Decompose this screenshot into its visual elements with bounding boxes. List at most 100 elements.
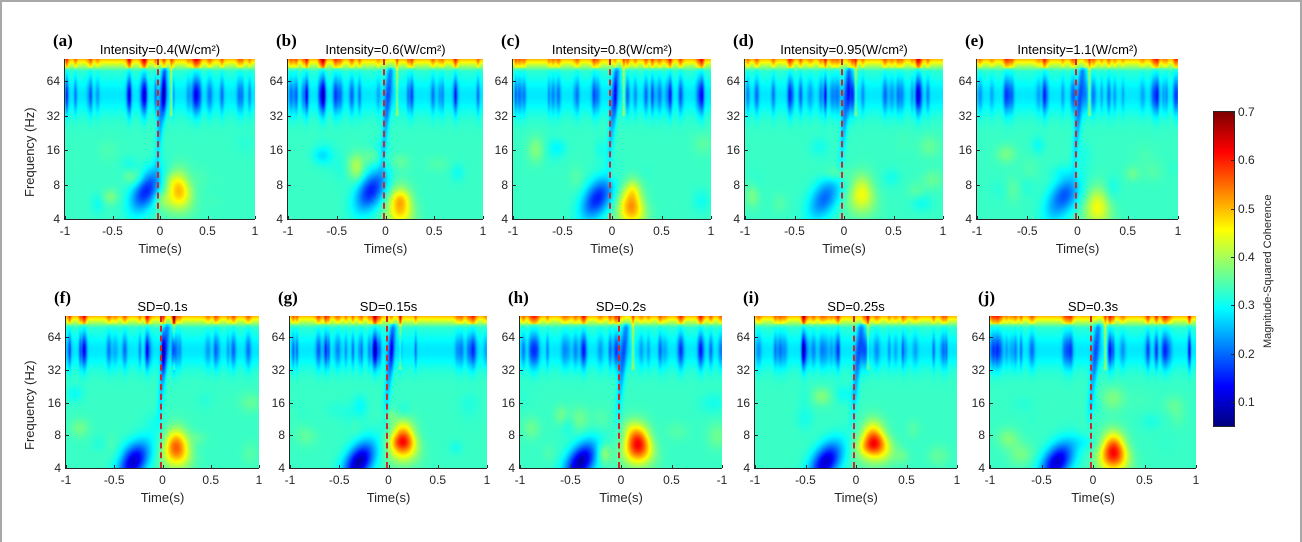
x-tick-label: 0 xyxy=(617,473,625,487)
panel-letter: (e) xyxy=(965,31,984,50)
x-tick-label: 0.5 xyxy=(1136,473,1153,487)
x-tick-label: 0.5 xyxy=(199,224,216,238)
x-axis-label: Time(s) xyxy=(599,490,643,505)
x-tick-label: 0.5 xyxy=(1119,224,1137,238)
x-tick-label: 0.5 xyxy=(885,224,902,238)
y-tick-mark xyxy=(977,115,980,117)
y-tick-label: 32 xyxy=(47,362,61,377)
y-tick-label: 16 xyxy=(726,143,740,158)
x-tick-label: -1 xyxy=(60,473,72,487)
x-tick-label: -0.5 xyxy=(1016,224,1038,238)
x-tick-label: -1 xyxy=(282,224,294,238)
x-tick-label: -0.5 xyxy=(560,473,581,487)
y-tick-mark xyxy=(65,81,68,83)
x-tick-label: 1 xyxy=(251,224,259,238)
stimulus-onset-line xyxy=(1074,59,1077,219)
x-tick-label: 0 xyxy=(385,473,392,487)
y-tick-label: 4 xyxy=(278,461,285,475)
x-tick-label: -1 xyxy=(284,473,296,487)
x-tick-label: -1 xyxy=(716,473,728,487)
y-tick-label: 8 xyxy=(965,177,972,192)
y-tick-mark xyxy=(288,184,291,186)
heatmap xyxy=(513,59,711,219)
x-tick-mark xyxy=(671,465,673,468)
x-tick-mark xyxy=(162,465,164,468)
x-tick-mark xyxy=(711,216,712,219)
panel-letter: (i) xyxy=(743,288,760,307)
x-tick-label: 0 xyxy=(1089,473,1097,487)
colorbar-tick-mark xyxy=(1231,256,1234,258)
x-tick-mark xyxy=(513,216,514,219)
y-axis-line xyxy=(754,316,755,468)
x-tick-mark xyxy=(661,216,663,219)
x-tick-mark xyxy=(114,465,116,468)
colorbar-gradient xyxy=(1214,112,1234,426)
y-tick-mark xyxy=(290,369,293,371)
x-tick-mark xyxy=(570,465,572,468)
y-tick-mark xyxy=(66,369,69,371)
x-tick-label: 0.5 xyxy=(898,473,915,487)
x-axis-label: Time(s) xyxy=(1071,490,1115,505)
y-axis-line xyxy=(64,59,65,219)
y-tick-mark xyxy=(290,468,293,469)
panel-title: Intensity=0.8(W/cm²) xyxy=(551,42,673,57)
x-tick-label: 0.5 xyxy=(425,224,443,238)
x-tick-label: 1 xyxy=(1174,224,1182,238)
y-tick-mark xyxy=(745,219,748,220)
y-axis-line xyxy=(65,316,66,468)
stimulus-onset-line xyxy=(385,316,388,468)
x-tick-mark xyxy=(745,216,746,219)
x-tick-label: -1 xyxy=(971,224,983,238)
y-axis-line xyxy=(744,59,745,219)
x-tick-label: 1 xyxy=(483,473,491,487)
colorbar xyxy=(1213,111,1235,427)
y-tick-mark xyxy=(65,150,68,152)
x-tick-mark xyxy=(1127,216,1129,219)
y-tick-mark xyxy=(520,435,523,437)
y-tick-mark xyxy=(990,337,993,339)
y-tick-label: 64 xyxy=(501,330,515,345)
heatmap xyxy=(977,59,1178,219)
y-axis-line xyxy=(287,59,288,219)
heatmap xyxy=(990,316,1196,468)
stimulus-onset-line xyxy=(382,59,385,219)
x-tick-mark xyxy=(66,465,67,468)
y-tick-label: 8 xyxy=(278,428,285,443)
x-tick-label: -0.5 xyxy=(795,473,816,487)
y-tick-mark xyxy=(288,219,291,220)
x-tick-mark xyxy=(1196,465,1197,468)
y-tick-mark xyxy=(513,150,516,152)
panel-title: SD=0.25s xyxy=(827,299,885,314)
colorbar-tick-mark xyxy=(1231,353,1234,355)
x-tick-label: 0 xyxy=(382,224,389,238)
x-axis-line xyxy=(976,219,1178,220)
x-tick-mark xyxy=(160,216,161,219)
x-tick-label: 1 xyxy=(1192,473,1200,487)
y-tick-label: 8 xyxy=(978,428,985,443)
stimulus-onset-line xyxy=(159,316,162,468)
y-tick-mark xyxy=(755,369,758,371)
heatmap xyxy=(745,59,943,219)
y-tick-mark xyxy=(990,435,993,437)
y-tick-mark xyxy=(520,402,523,404)
y-tick-mark xyxy=(65,219,68,220)
y-tick-label: 32 xyxy=(501,362,515,377)
x-tick-mark xyxy=(1144,465,1146,468)
y-tick-label: 4 xyxy=(743,461,750,475)
y-tick-mark xyxy=(288,115,291,117)
heatmap xyxy=(520,316,722,468)
x-tick-mark xyxy=(207,216,209,219)
x-tick-label: -0.5 xyxy=(326,224,348,238)
x-tick-label: 1 xyxy=(939,224,947,238)
x-tick-mark xyxy=(290,465,291,468)
y-tick-label: 64 xyxy=(971,330,985,345)
x-axis-label: Time(s) xyxy=(138,241,182,256)
y-tick-label: 4 xyxy=(733,212,740,226)
x-tick-label: 1 xyxy=(255,473,263,487)
colorbar-tick-mark xyxy=(1231,305,1234,307)
x-tick-label: -0.5 xyxy=(784,224,805,238)
x-tick-label: 0 xyxy=(840,224,848,238)
y-axis-line xyxy=(289,316,290,468)
y-tick-mark xyxy=(977,150,980,152)
y-tick-mark xyxy=(745,81,748,83)
